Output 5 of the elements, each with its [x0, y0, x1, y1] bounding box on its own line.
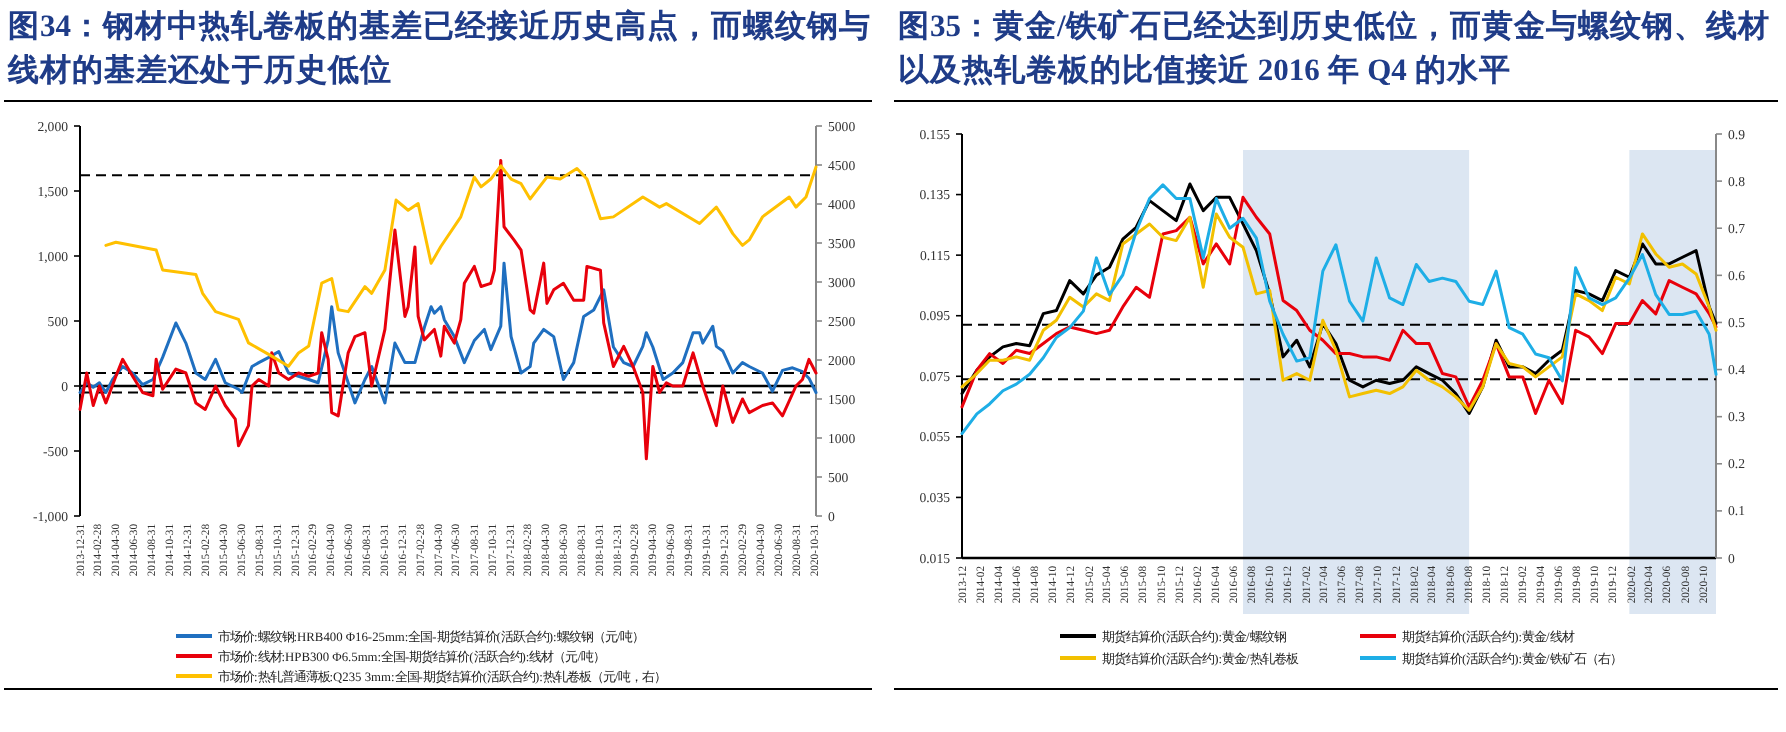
- line-series: [78, 158, 818, 461]
- line-series: [104, 164, 818, 368]
- chart-title: 图34：钢材中热轧卷板的基差已经接近历史高点，而螺纹钢与线材的基差还处于历史低位: [8, 7, 872, 92]
- line-series: [78, 261, 818, 405]
- chart-title: 图35：黄金/铁矿石已经达到历史低位，而黄金与螺纹钢、线材以及热轧卷板的比值接近 2016 年 Q4 的水平: [898, 7, 1772, 92]
